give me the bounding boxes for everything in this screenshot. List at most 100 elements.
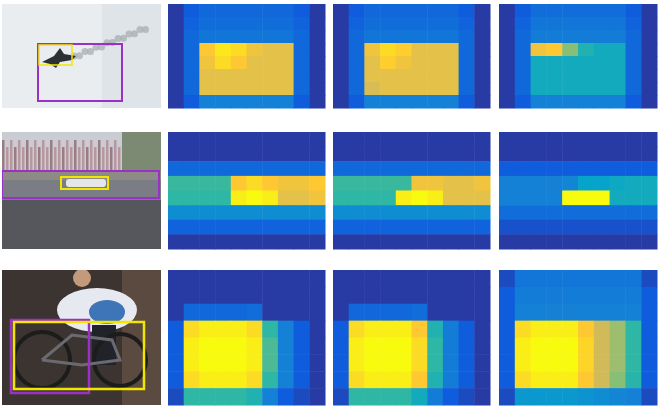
heatmap-cell	[231, 388, 247, 405]
heatmap-cell	[412, 321, 428, 338]
heatmap-cell	[396, 82, 412, 96]
heatmap-cell	[380, 388, 396, 405]
heatmap-cell	[427, 95, 443, 109]
heatmap-cell	[459, 304, 475, 321]
heatmap-cell	[247, 43, 263, 57]
heatmap-cell	[594, 69, 610, 83]
heatmap-cell	[364, 4, 380, 18]
heatmap-cell	[474, 321, 490, 338]
heatmap-cell	[641, 304, 657, 321]
heatmap-cell	[499, 191, 515, 206]
heatmap-cell	[531, 43, 547, 57]
heatmap-cell	[412, 17, 428, 31]
heatmap-cell	[474, 338, 490, 355]
heatmap-cell	[562, 321, 578, 338]
heatmap-cell	[594, 287, 610, 304]
heatmap-cell	[168, 205, 184, 220]
heatmap-cell	[578, 234, 594, 249]
heatmap-cell	[562, 270, 578, 287]
heatmap-cell	[168, 69, 184, 83]
heatmap-cell	[578, 338, 594, 355]
heatmap-cell	[562, 338, 578, 355]
car	[66, 179, 106, 187]
heatmap-cell	[531, 388, 547, 405]
heatmap-cell	[531, 161, 547, 176]
tree	[66, 140, 69, 172]
heatmap-cell	[578, 304, 594, 321]
heatmap-cell	[594, 176, 610, 191]
heatmap-cell	[199, 220, 215, 235]
heatmap-cell	[474, 270, 490, 287]
heatmap-cell	[278, 371, 294, 388]
heatmap-cell	[443, 30, 459, 44]
heatmap-cell	[168, 30, 184, 44]
heatmap-cell	[427, 205, 443, 220]
heatmap-cell	[199, 147, 215, 162]
heatmap-cell	[262, 147, 278, 162]
box-purple	[2, 171, 159, 198]
heatmap-cell	[364, 161, 380, 176]
heatmap-cell	[427, 161, 443, 176]
heatmap-cell	[294, 205, 310, 220]
heatmap-cell	[231, 82, 247, 96]
heatmap-cell	[247, 132, 263, 147]
heatmap-cell	[349, 4, 365, 18]
heatmap-cell	[215, 82, 231, 96]
heatmap-cell	[349, 304, 365, 321]
heatmap-cell	[515, 191, 531, 206]
heatmap-cell	[641, 220, 657, 235]
heatmap-cell	[364, 205, 380, 220]
heatmap-cell	[184, 371, 200, 388]
heatmap-cell	[427, 17, 443, 31]
heatmap-cell	[474, 69, 490, 83]
heatmap-cell	[333, 354, 349, 371]
heatmap-cell	[333, 220, 349, 235]
heatmap-cell	[309, 95, 325, 109]
heatmap-cell	[396, 338, 412, 355]
heatmap-cell	[278, 191, 294, 206]
heatmap-cell	[262, 43, 278, 57]
heatmap-cell	[349, 147, 365, 162]
heatmap-cell	[578, 43, 594, 57]
heatmap-cell	[562, 304, 578, 321]
heatmap-cell	[515, 17, 531, 31]
heatmap-cell	[578, 354, 594, 371]
heatmap-cell	[396, 371, 412, 388]
heatmap-cell	[499, 132, 515, 147]
heatmap-cell	[184, 69, 200, 83]
heatmap-cell	[278, 354, 294, 371]
heatmap-cell	[396, 147, 412, 162]
heatmap-cell	[309, 56, 325, 70]
heatmap-cell	[443, 147, 459, 162]
heatmap-cell	[349, 69, 365, 83]
heatmap-cell	[641, 82, 657, 96]
heatmap-cell	[459, 388, 475, 405]
heatmap-cell	[499, 388, 515, 405]
heatmap-cell	[427, 338, 443, 355]
heatmap-cell	[247, 4, 263, 18]
heatmap-cell	[578, 4, 594, 18]
tree	[98, 140, 101, 172]
heatmap-cell	[474, 234, 490, 249]
heatmap-cell	[531, 371, 547, 388]
heatmap-cell	[562, 287, 578, 304]
heatmap-cell	[294, 287, 310, 304]
heatmap-cell	[443, 287, 459, 304]
heatmap-cell	[594, 338, 610, 355]
heatmap-cell	[231, 69, 247, 83]
heatmap-cell	[546, 220, 562, 235]
heatmap	[333, 132, 491, 250]
heatmap-cell	[578, 132, 594, 147]
heatmap-cell	[294, 176, 310, 191]
heatmap-cell	[349, 338, 365, 355]
heatmap-cell	[641, 205, 657, 220]
heatmap-cell	[459, 220, 475, 235]
heatmap-cell	[625, 17, 641, 31]
box-purple	[11, 320, 89, 393]
heatmap-cell	[184, 354, 200, 371]
heatmap-cell	[578, 371, 594, 388]
heatmap-cell	[247, 220, 263, 235]
heatmap-cell	[278, 132, 294, 147]
heatmap-cell	[199, 4, 215, 18]
heatmap-cell	[380, 69, 396, 83]
